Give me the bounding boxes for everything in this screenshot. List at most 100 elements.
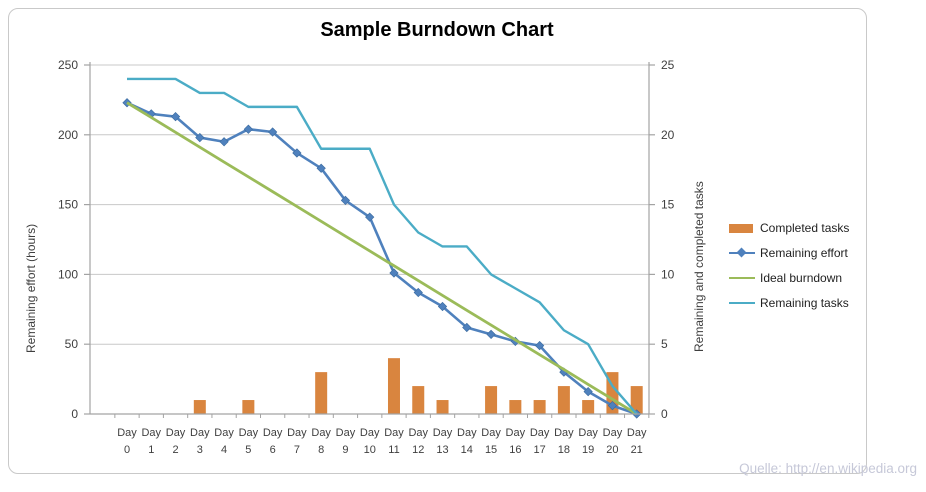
x-label-num-day-5: 5: [245, 444, 251, 456]
remaining-effort-marker-day-4: [219, 137, 229, 147]
bar-day-18: [557, 386, 570, 414]
legend-item-ideal-burndown: Ideal burndown: [729, 265, 879, 290]
x-label-num-day-14: 14: [461, 444, 473, 456]
remaining-effort-marker-day-6: [268, 127, 278, 137]
remaining-effort-marker-day-3: [195, 132, 205, 143]
right-tick-label-5: 5: [661, 337, 668, 351]
x-label-num-day-16: 16: [509, 444, 521, 456]
left-tick-label-250: 250: [58, 58, 78, 72]
x-label-num-day-13: 13: [436, 444, 448, 456]
source-note: Quelle: http://en.wikipedia.org: [739, 461, 917, 476]
remaining-tasks-swatch-icon: [729, 297, 755, 309]
remaining-effort-marker-day-2: [170, 112, 181, 122]
left-tick-label-150: 150: [58, 198, 78, 212]
x-label-word-day-6: Day: [263, 427, 283, 439]
right-tick-label-25: 25: [661, 58, 675, 72]
left-axis-title: Remaining effort (hours): [24, 223, 38, 353]
x-label-num-day-17: 17: [533, 444, 545, 456]
x-label-word-day-3: Day: [190, 427, 210, 439]
x-label-num-day-19: 19: [582, 444, 594, 456]
x-label-num-day-0: 0: [124, 444, 130, 456]
x-label-word-day-5: Day: [239, 427, 259, 439]
x-label-num-day-4: 4: [221, 444, 227, 456]
bar-day-13: [436, 400, 449, 414]
legend: Completed tasks Remaining effort Ideal b…: [729, 215, 879, 315]
bar-day-19: [582, 400, 595, 414]
remaining-effort-marker-day-10: [365, 212, 375, 222]
x-label-word-day-21: Day: [627, 427, 647, 439]
bar-day-8: [315, 372, 328, 414]
remaining-effort-swatch-icon: [729, 247, 755, 259]
x-label-word-day-13: Day: [433, 427, 453, 439]
remaining-effort-marker-day-8: [316, 163, 326, 173]
completed-tasks-swatch-icon: [729, 222, 755, 234]
bar-day-12: [412, 386, 425, 414]
chart-frame: [8, 8, 867, 474]
x-label-num-day-1: 1: [148, 444, 154, 456]
x-label-num-day-11: 11: [388, 444, 399, 456]
right-tick-label-20: 20: [661, 128, 675, 142]
ideal-burndown-line: [126, 101, 638, 416]
left-tick-label-50: 50: [65, 337, 79, 351]
x-label-word-day-18: Day: [554, 427, 574, 439]
x-label-num-day-20: 20: [606, 444, 618, 456]
left-tick-label-100: 100: [58, 267, 78, 281]
remaining-effort-line: [126, 101, 638, 416]
x-label-word-day-11: Day: [384, 427, 404, 439]
bar-day-3: [193, 400, 206, 414]
x-label-word-day-20: Day: [603, 427, 623, 439]
bar-day-17: [533, 400, 546, 414]
bar-day-16: [509, 400, 522, 414]
legend-item-remaining-effort: Remaining effort: [729, 240, 879, 265]
x-label-num-day-18: 18: [558, 444, 570, 456]
x-label-word-day-9: Day: [336, 427, 356, 439]
legend-label-ideal-burndown: Ideal burndown: [760, 270, 843, 285]
right-axis-title: Remaining and completed tasks: [692, 181, 706, 352]
right-tick-label-10: 10: [661, 267, 675, 281]
remaining-effort-marker-day-13: [437, 301, 448, 312]
legend-label-remaining-effort: Remaining effort: [760, 245, 848, 260]
x-label-num-day-15: 15: [485, 444, 497, 456]
x-label-word-day-16: Day: [506, 427, 526, 439]
remaining-effort-marker-day-17: [534, 340, 545, 351]
remaining-effort-marker-day-12: [413, 287, 423, 298]
x-label-num-day-8: 8: [318, 444, 324, 456]
x-label-word-day-19: Day: [578, 427, 598, 439]
x-label-word-day-1: Day: [141, 427, 161, 439]
x-label-num-day-9: 9: [342, 444, 348, 456]
chart-title: Sample Burndown Chart: [320, 19, 554, 41]
remaining-effort-marker-day-20: [607, 400, 618, 411]
remaining-effort-marker-day-15: [486, 329, 496, 340]
ideal-burndown-swatch-icon: [729, 272, 755, 284]
bar-day-5: [242, 400, 255, 414]
x-label-word-day-10: Day: [360, 427, 380, 439]
x-label-num-day-7: 7: [294, 444, 300, 456]
remaining-effort-marker-day-7: [292, 148, 302, 158]
remaining-effort-marker-day-19: [583, 387, 593, 397]
x-label-num-day-21: 21: [631, 444, 643, 456]
x-label-word-day-15: Day: [481, 427, 501, 439]
x-label-num-day-3: 3: [197, 444, 203, 456]
x-label-num-day-6: 6: [270, 444, 276, 456]
remaining-effort-marker-day-11: [389, 268, 399, 278]
x-label-num-day-12: 12: [412, 444, 424, 456]
legend-label-completed-tasks: Completed tasks: [760, 220, 850, 235]
remaining-effort-marker-day-5: [243, 124, 253, 134]
x-label-num-day-10: 10: [364, 444, 376, 456]
right-tick-label-15: 15: [661, 198, 675, 212]
x-label-word-day-8: Day: [311, 427, 331, 439]
legend-label-remaining-tasks: Remaining tasks: [760, 295, 849, 310]
left-tick-label-200: 200: [58, 128, 78, 142]
legend-item-remaining-tasks: Remaining tasks: [729, 290, 879, 315]
x-label-word-day-2: Day: [166, 427, 186, 439]
x-label-word-day-0: Day: [117, 427, 137, 439]
x-label-word-day-17: Day: [530, 427, 550, 439]
x-label-word-day-12: Day: [408, 427, 428, 439]
bar-day-21: [630, 386, 643, 414]
x-label-word-day-4: Day: [214, 427, 234, 439]
legend-item-completed-tasks: Completed tasks: [729, 215, 879, 240]
bar-day-11: [387, 358, 400, 414]
remaining-tasks-line: [127, 77, 638, 415]
